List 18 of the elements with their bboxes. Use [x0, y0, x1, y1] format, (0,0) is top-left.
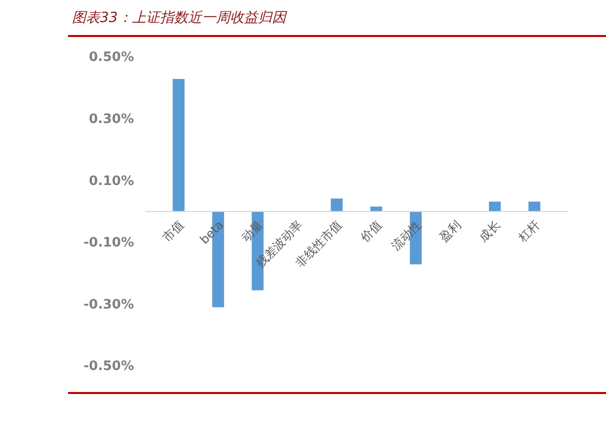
bar: [528, 202, 540, 212]
y-tick-label: 0.10%: [88, 174, 134, 189]
x-tick-label: 市值: [160, 218, 187, 245]
x-tick-label: 流动性: [388, 218, 424, 254]
y-tick-label: 0.30%: [88, 112, 134, 127]
bar: [488, 202, 501, 212]
x-tick-label: 成长: [476, 218, 503, 245]
bar: [172, 78, 185, 212]
x-tick-label: 杠杆: [514, 218, 543, 246]
chart-title: 图表33：上证指数近一周收益归因: [72, 10, 288, 26]
y-tick-label: 0.50%: [88, 50, 134, 66]
bar: [330, 198, 343, 212]
x-tick-label: 盈利: [436, 218, 464, 245]
y-tick-label: -0.30%: [84, 297, 134, 312]
y-tick-label: -0.10%: [84, 236, 134, 251]
x-tick-label: 动量: [238, 218, 266, 245]
x-tick-label: 价值: [356, 218, 384, 246]
y-tick-label: -0.50%: [84, 359, 134, 374]
